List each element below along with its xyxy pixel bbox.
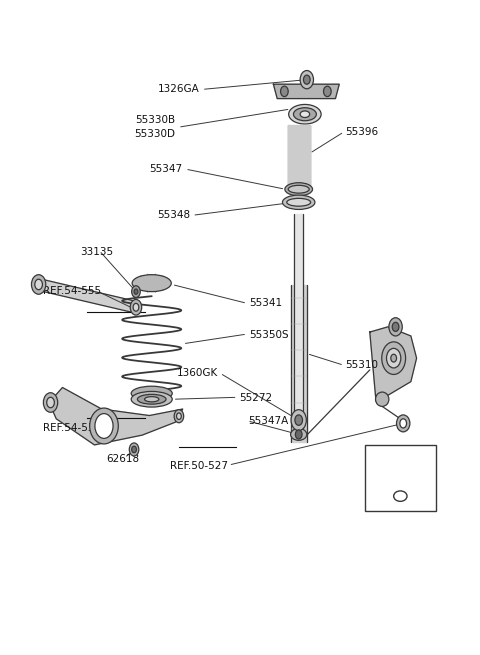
Text: 55330D: 55330D: [134, 130, 176, 140]
Ellipse shape: [43, 393, 58, 412]
Ellipse shape: [282, 195, 315, 210]
Circle shape: [134, 289, 138, 294]
Circle shape: [129, 443, 139, 456]
Text: 55347: 55347: [150, 164, 183, 174]
Ellipse shape: [288, 185, 309, 193]
Text: 55348: 55348: [157, 210, 190, 220]
Ellipse shape: [375, 392, 389, 406]
Ellipse shape: [400, 419, 407, 428]
Polygon shape: [370, 327, 417, 402]
Text: 1326GA: 1326GA: [158, 84, 199, 94]
Ellipse shape: [131, 386, 172, 401]
Ellipse shape: [386, 348, 401, 368]
Ellipse shape: [290, 428, 307, 440]
Text: 55347A: 55347A: [249, 417, 289, 426]
Circle shape: [392, 322, 399, 331]
Circle shape: [295, 415, 302, 425]
Polygon shape: [38, 278, 137, 313]
Ellipse shape: [391, 354, 396, 362]
Circle shape: [295, 430, 302, 439]
Text: 55341: 55341: [250, 299, 283, 309]
Text: 33135: 33135: [80, 248, 113, 257]
Ellipse shape: [382, 342, 406, 375]
Ellipse shape: [287, 198, 311, 206]
Ellipse shape: [32, 274, 46, 294]
Ellipse shape: [174, 409, 184, 422]
Ellipse shape: [95, 413, 113, 438]
Polygon shape: [274, 84, 339, 98]
Text: 55350S: 55350S: [250, 329, 289, 340]
Ellipse shape: [132, 274, 171, 291]
Circle shape: [132, 286, 140, 297]
Text: REF.54-555: REF.54-555: [43, 286, 101, 296]
Circle shape: [132, 446, 136, 453]
Text: REF.54-555: REF.54-555: [43, 423, 101, 433]
Polygon shape: [294, 214, 303, 435]
Ellipse shape: [35, 279, 42, 290]
Ellipse shape: [47, 398, 54, 407]
Text: 55272: 55272: [239, 393, 272, 403]
Ellipse shape: [130, 299, 142, 315]
Bar: [365, 445, 436, 512]
Circle shape: [291, 409, 306, 430]
Ellipse shape: [144, 397, 159, 402]
Text: 1731JF: 1731JF: [387, 466, 422, 476]
Circle shape: [281, 86, 288, 97]
Text: 62618: 62618: [106, 455, 139, 464]
Polygon shape: [49, 388, 183, 445]
Text: 55396: 55396: [345, 127, 378, 137]
Ellipse shape: [285, 183, 312, 196]
Text: REF.50-527: REF.50-527: [169, 461, 228, 472]
Text: 1731JF: 1731JF: [383, 455, 418, 464]
Ellipse shape: [133, 303, 139, 311]
Ellipse shape: [396, 415, 410, 432]
Circle shape: [324, 86, 331, 97]
Circle shape: [389, 318, 402, 336]
Ellipse shape: [137, 394, 166, 404]
Ellipse shape: [300, 111, 310, 117]
Ellipse shape: [293, 107, 316, 121]
Ellipse shape: [131, 392, 172, 407]
Polygon shape: [290, 285, 307, 441]
Ellipse shape: [288, 104, 321, 124]
Text: 55330B: 55330B: [135, 115, 176, 125]
Polygon shape: [288, 125, 310, 185]
Ellipse shape: [90, 408, 118, 444]
Text: 55310: 55310: [345, 360, 378, 370]
Circle shape: [300, 71, 313, 89]
Circle shape: [303, 75, 310, 84]
Text: 1360GK: 1360GK: [177, 368, 218, 378]
Ellipse shape: [177, 413, 181, 419]
